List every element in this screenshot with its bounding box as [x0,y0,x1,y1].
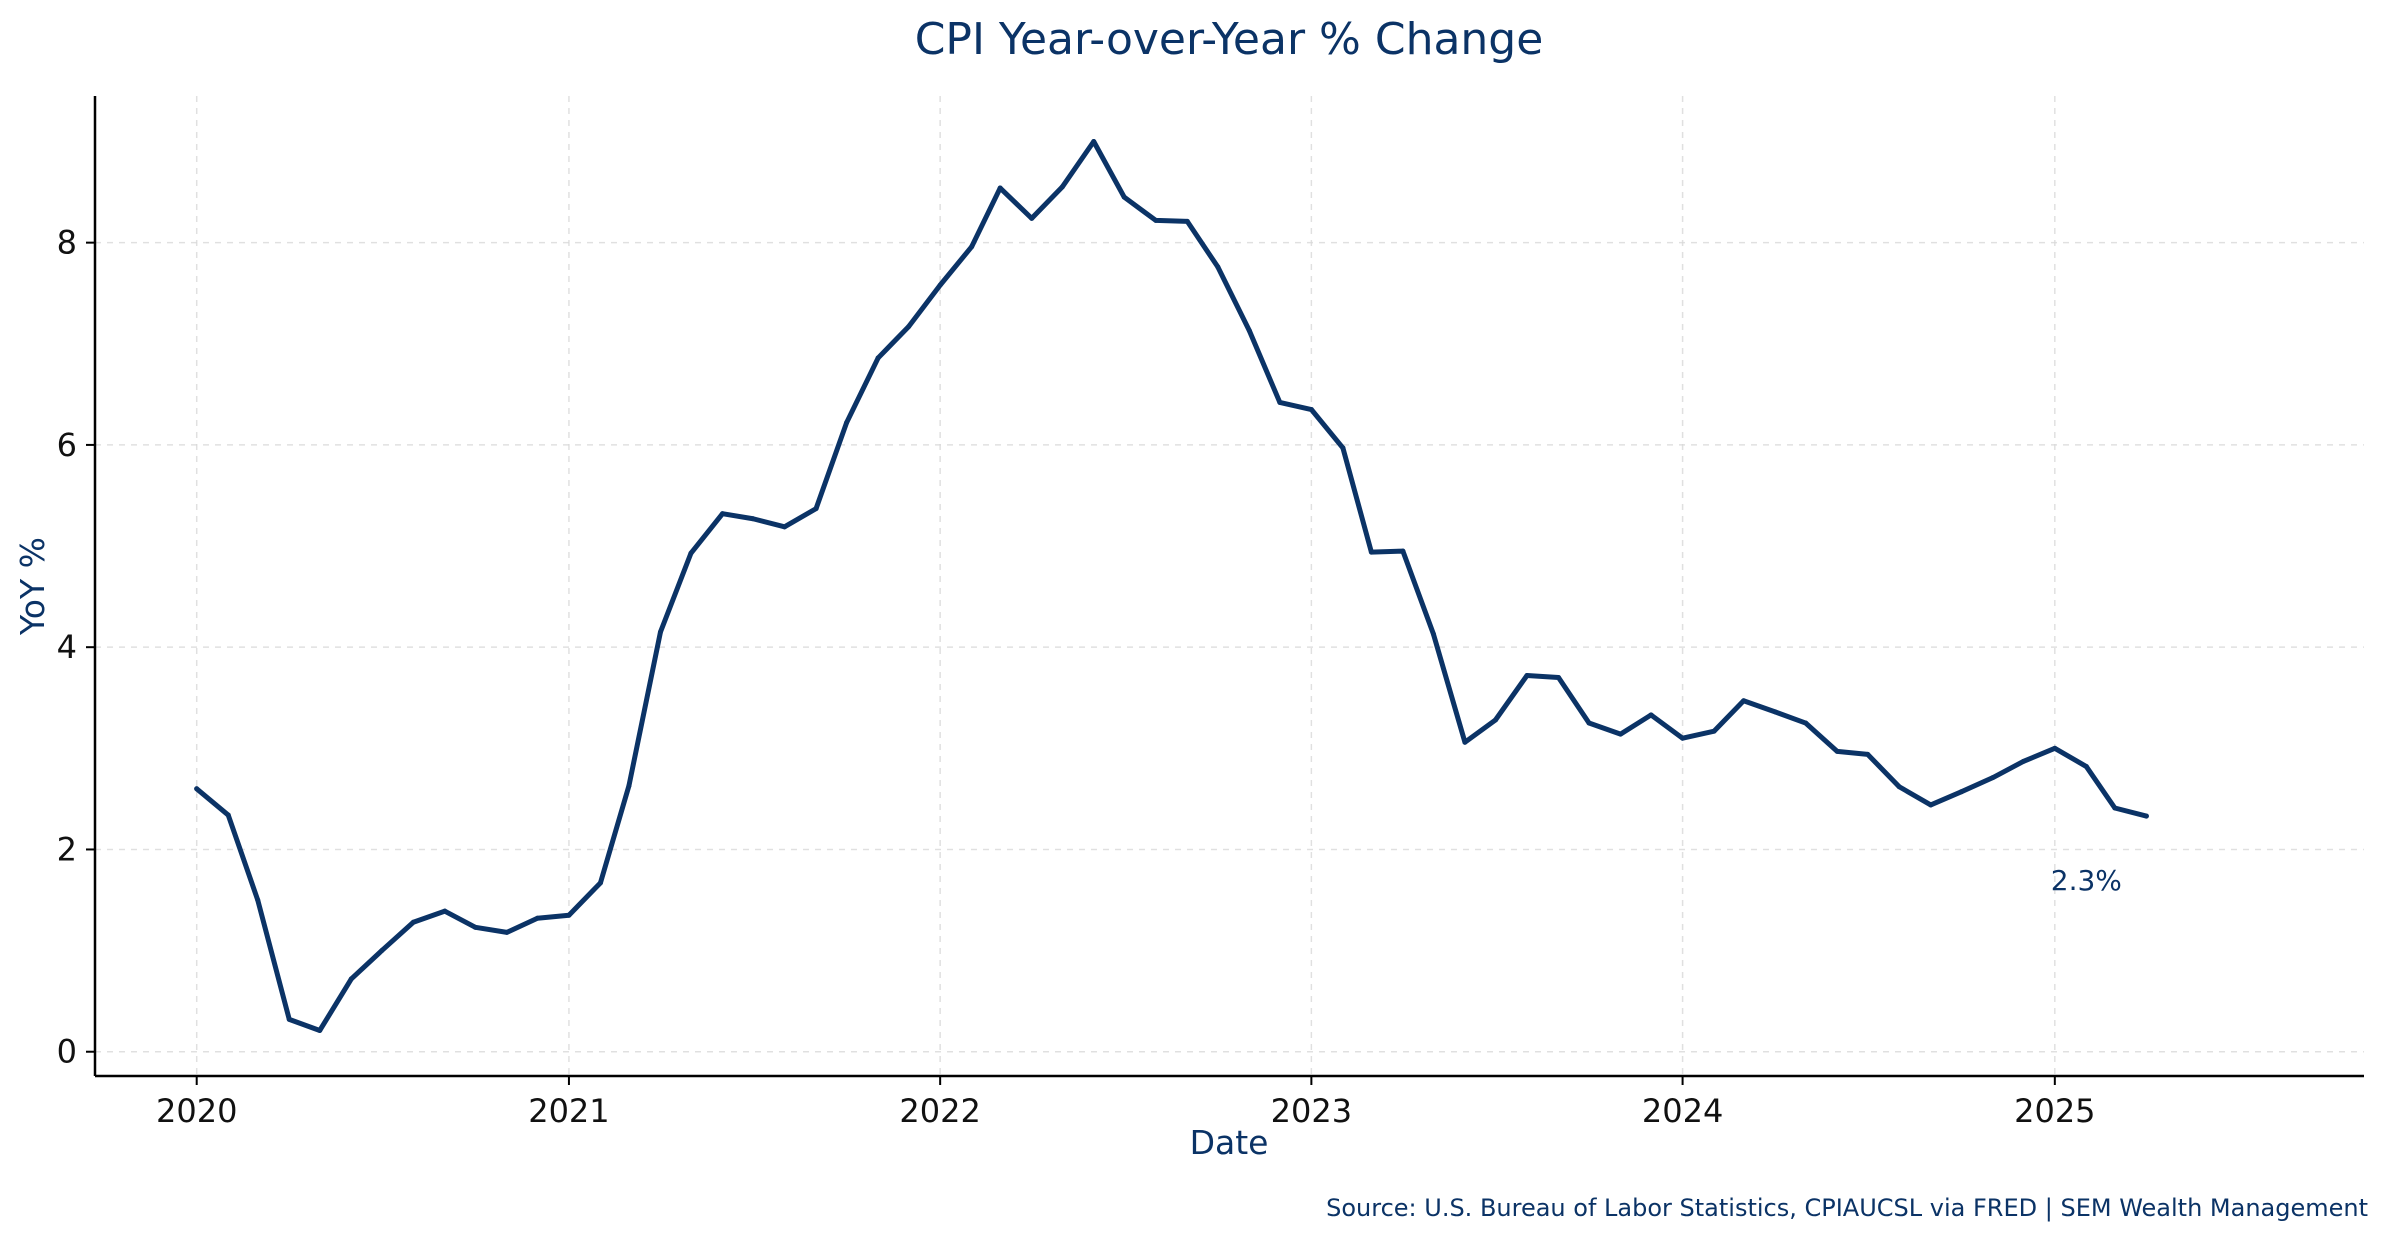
data-point [566,912,572,918]
x-tick-label: 2021 [528,1092,609,1130]
data-point [937,282,943,288]
data-point [1492,717,1498,723]
chart-title: CPI Year-over-Year % Change [915,14,1544,65]
data-point [720,511,726,517]
data-point [1153,217,1159,223]
cpi-yoy-series-line [194,139,2149,1033]
data-point [813,506,819,512]
data-point [597,880,603,886]
data-point [688,550,694,556]
data-point [1586,720,1592,726]
data-point [472,924,478,930]
data-point [1990,775,1996,781]
data-point [534,915,540,921]
data-point [1121,194,1127,200]
data-point [1928,802,1934,808]
data-point [1462,739,1468,745]
data-point [875,355,881,361]
data-point [1368,549,1374,555]
data-point [1958,789,1964,795]
data-point [255,897,261,903]
data-point [1400,548,1406,554]
data-point [1648,712,1654,718]
data-point [348,976,354,982]
data-point [225,812,231,818]
data-point [1184,218,1190,224]
data-point [1340,445,1346,451]
data-point [1896,784,1902,790]
y-axis-label: YoY % [13,537,52,636]
data-point [1059,184,1065,190]
data-point [379,948,385,954]
source-note: Source: U.S. Bureau of Labor Statistics,… [1326,1194,2368,1222]
data-point [1430,631,1436,637]
data-point [2020,758,2026,764]
data-point [2083,764,2089,770]
data-point [1308,407,1314,413]
data-point [410,919,416,925]
y-tick-label: 2 [57,830,77,868]
data-point [997,185,1003,191]
data-point [1524,673,1530,678]
x-tick-label: 2023 [1271,1092,1352,1130]
data-point [504,929,510,935]
gridlines [95,96,2364,1076]
data-point [286,1016,292,1022]
data-point [1618,731,1624,737]
data-point [2143,813,2149,819]
data-point [1246,328,1252,334]
x-axis-label: Date [1190,1123,1269,1162]
y-axis-ticks: 0 2 4 6 8 [57,224,95,1071]
data-point [1680,735,1686,741]
data-point [1711,728,1717,734]
data-point [1741,698,1747,704]
x-tick-label: 2025 [2014,1092,2095,1130]
data-point [626,783,632,789]
data-point [1556,675,1562,681]
x-tick-label: 2020 [156,1092,237,1130]
data-point [844,420,850,426]
y-tick-label: 6 [57,426,77,464]
data-point [750,516,756,522]
cpi-yoy-data-points [194,139,2149,1033]
data-point [1091,139,1097,145]
data-point [657,629,663,635]
data-point [1277,399,1283,405]
data-point [442,908,448,914]
data-point [1865,751,1871,757]
latest-value-annotation: 2.3% [2051,864,2122,897]
y-tick-label: 4 [57,628,77,666]
x-tick-label: 2024 [1642,1092,1723,1130]
x-axis-ticks: 2020 2021 2022 2023 2024 2025 [156,1076,2096,1130]
data-point [2112,805,2118,811]
data-point [317,1027,323,1033]
data-point [1803,720,1809,726]
y-tick-label: 0 [57,1033,77,1071]
data-point [1772,709,1778,715]
data-point [969,244,975,250]
data-point [194,786,200,792]
x-tick-label: 2022 [899,1092,980,1130]
data-point [1029,215,1035,221]
y-tick-label: 8 [57,224,77,262]
data-point [782,524,788,530]
data-point [906,324,912,330]
data-point [1215,264,1221,270]
data-point [1834,748,1840,754]
data-point [2052,745,2058,751]
